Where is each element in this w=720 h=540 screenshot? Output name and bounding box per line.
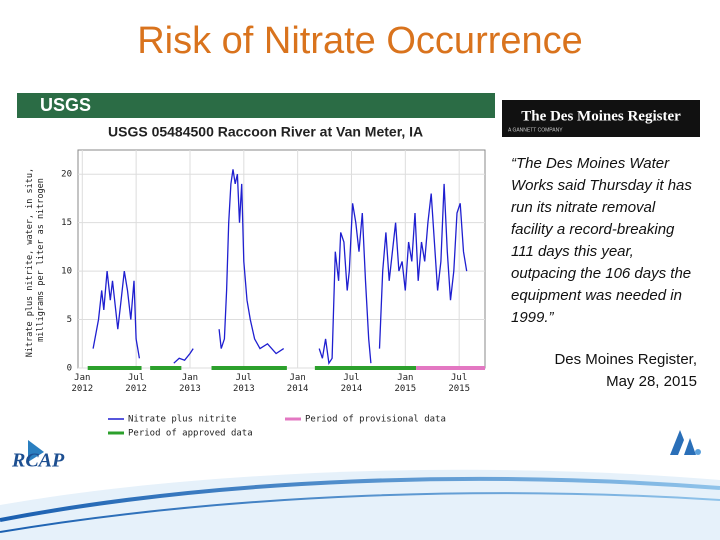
x-tick-label: Jan 2012	[71, 373, 93, 394]
x-tick-label-line: 2014	[287, 384, 309, 394]
x-tick-label: Jul 2015	[448, 373, 470, 394]
data-period	[416, 366, 485, 370]
legend-label: Nitrate plus nitrite	[128, 415, 236, 425]
legend-swatch	[108, 431, 124, 435]
legend-label: Period of approved data	[128, 429, 253, 439]
legend-swatch	[108, 418, 124, 420]
x-tick-label-line: 2013	[179, 384, 201, 394]
y-tick-label: 0	[67, 364, 72, 374]
x-tick-label: Jul 2014	[341, 373, 363, 394]
x-tick-label: Jan 2015	[394, 373, 416, 394]
rcap-icon	[28, 440, 44, 462]
x-tick-label-line: 2014	[341, 384, 363, 394]
data-period	[314, 366, 417, 370]
partner-logo	[670, 430, 696, 455]
x-tick-label-line: Jul	[451, 373, 467, 383]
usgs-banner-text: USGS	[40, 95, 91, 115]
slide-title: Risk of Nitrate Occurrence	[137, 20, 583, 62]
attribution-line: Des Moines Register,	[554, 351, 697, 368]
x-tick-label: Jul 2013	[233, 373, 255, 394]
attribution: Des Moines Register, May 28, 2015	[497, 349, 697, 393]
swoosh	[0, 476, 720, 522]
x-tick-label-line: Jan	[74, 373, 90, 383]
partner-logo-dot	[695, 449, 701, 455]
newspaper-logo	[502, 100, 700, 137]
y-axis-label: Nitrate plus nitrite, water, in situ, mi…	[25, 163, 46, 357]
data-period	[150, 366, 182, 370]
swoosh	[0, 492, 720, 533]
x-tick-label-line: Jan	[290, 373, 306, 383]
x-tick-label: Jan 2013	[179, 373, 201, 394]
y-tick-label: 5	[67, 315, 72, 325]
rcap-logo: RCAP	[11, 450, 65, 472]
legend-swatch	[285, 417, 301, 421]
usgs-banner	[17, 93, 495, 118]
x-tick-label-line: 2015	[448, 384, 470, 394]
x-tick-label-line: Jan	[182, 373, 198, 383]
swoosh-bg	[0, 469, 720, 540]
y-axis-label-line: Nitrate plus nitrite, water, in situ,	[25, 168, 35, 357]
x-tick-label: Jul 2012	[125, 373, 147, 394]
x-tick-label-line: Jul	[128, 373, 144, 383]
quote: “The Des Moines Water Works said Thursda…	[511, 155, 692, 326]
legend-label: Period of provisional data	[305, 415, 446, 425]
y-tick-label: 10	[61, 267, 72, 277]
x-tick-label-line: Jul	[236, 373, 252, 383]
data-line	[92, 169, 468, 366]
attribution-line: May 28, 2015	[606, 373, 697, 390]
x-tick-label-line: 2015	[394, 384, 416, 394]
y-tick-label: 20	[61, 170, 72, 180]
data-period	[87, 366, 142, 370]
x-tick-label-line: Jan	[397, 373, 413, 383]
x-tick-label-line: Jul	[343, 373, 359, 383]
newspaper-name: The Des Moines Register	[521, 108, 681, 124]
x-tick-label-line: 2012	[125, 384, 147, 394]
y-tick-label: 15	[61, 218, 72, 228]
data-period	[211, 366, 287, 370]
x-tick-label: Jan 2014	[287, 373, 309, 394]
x-tick-label-line: 2013	[233, 384, 255, 394]
y-axis-label-line: milligrams per liter as nitrogen	[36, 178, 46, 342]
chart-title: USGS 05484500 Raccoon River at Van Meter…	[108, 124, 423, 140]
newspaper-tagline: A GANNETT COMPANY	[508, 127, 563, 133]
x-tick-label-line: 2012	[71, 384, 93, 394]
